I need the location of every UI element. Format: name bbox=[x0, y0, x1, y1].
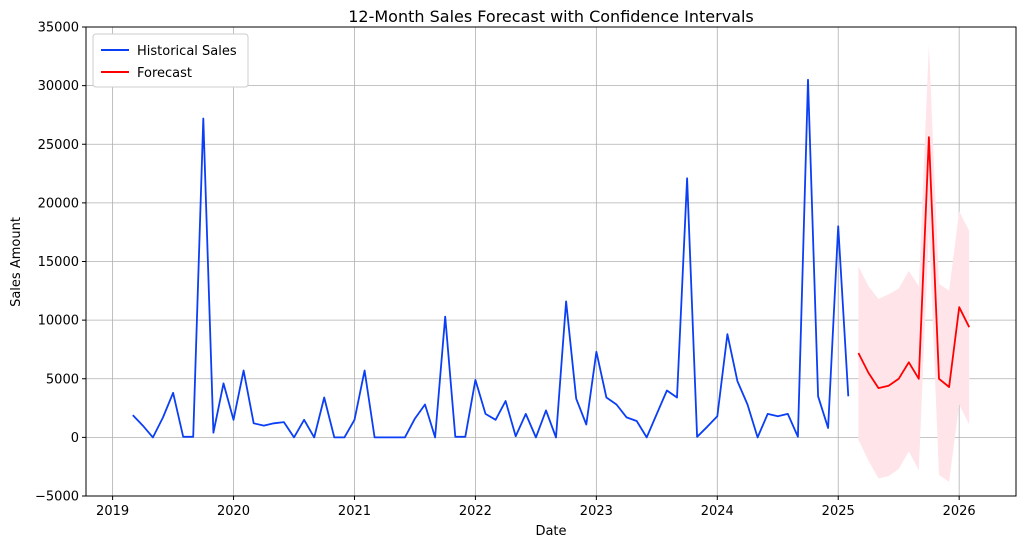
x-tick-label: 2019 bbox=[96, 504, 129, 519]
y-tick-label: −5000 bbox=[35, 490, 79, 505]
legend-box bbox=[92, 33, 249, 88]
x-tick-label: 2025 bbox=[822, 504, 855, 519]
y-tick-label: 15000 bbox=[38, 255, 79, 270]
forecast-line bbox=[857, 136, 971, 389]
historical-sales-line bbox=[132, 78, 850, 439]
confidence-band bbox=[858, 44, 970, 482]
legend: Historical Sales Forecast bbox=[92, 33, 249, 88]
x-tick-label: 2022 bbox=[459, 504, 492, 519]
chart-title: 12-Month Sales Forecast with Confidence … bbox=[348, 7, 754, 26]
x-axis-title: Date bbox=[535, 524, 566, 539]
y-tick-label: 30000 bbox=[38, 79, 79, 94]
legend-label-forecast: Forecast bbox=[137, 66, 192, 81]
y-axis-title: Sales Amount bbox=[9, 217, 24, 307]
y-axis-ticks: −5000 0 5000 10000 15000 20000 25000 30000 35000 bbox=[35, 21, 86, 505]
x-tick-label: 2020 bbox=[217, 504, 250, 519]
x-axis-ticks: 2019 2020 2021 2022 2023 2024 2025 2026 bbox=[96, 496, 976, 519]
y-tick-label: 25000 bbox=[38, 138, 79, 153]
y-tick-label: 10000 bbox=[38, 314, 79, 329]
confidence-interval-band bbox=[858, 44, 970, 482]
y-tick-label: 35000 bbox=[38, 21, 79, 36]
x-tick-label: 2024 bbox=[701, 504, 734, 519]
legend-label-historical: Historical Sales bbox=[137, 44, 237, 59]
y-tick-label: 20000 bbox=[38, 196, 79, 211]
y-tick-label: 5000 bbox=[46, 372, 79, 387]
x-tick-label: 2026 bbox=[943, 504, 976, 519]
x-tick-label: 2023 bbox=[580, 504, 613, 519]
x-tick-label: 2021 bbox=[338, 504, 371, 519]
y-tick-label: 0 bbox=[71, 431, 79, 446]
series-lines bbox=[132, 78, 971, 439]
